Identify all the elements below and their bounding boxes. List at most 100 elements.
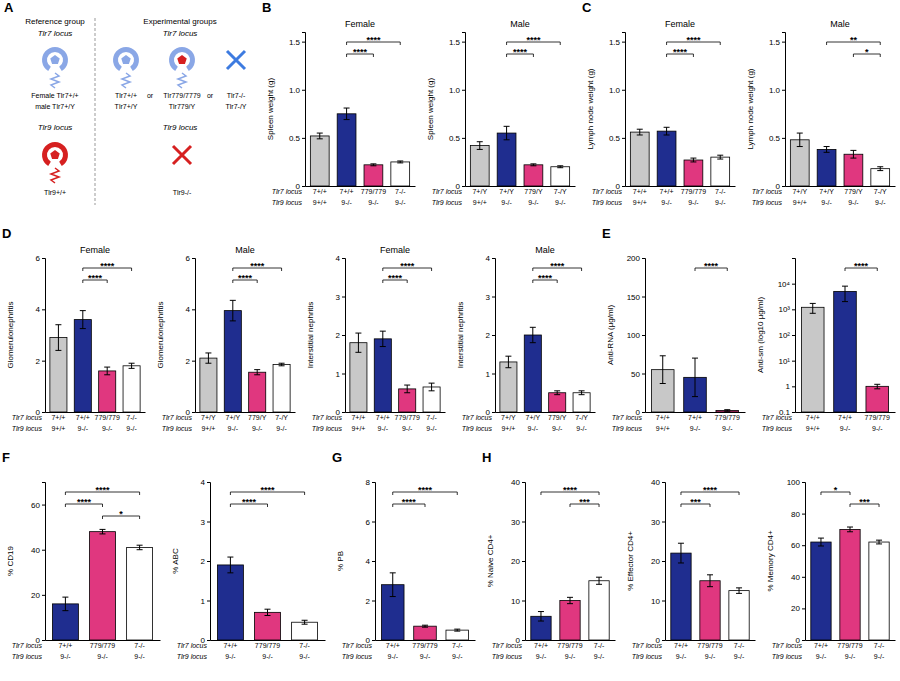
marks — [381, 573, 468, 640]
y-tick: 1 — [786, 382, 795, 391]
significance-label: * — [865, 47, 869, 57]
bar — [255, 612, 281, 640]
tick-label: 7+/+ — [376, 414, 390, 421]
x-tick: 9-/- — [262, 651, 273, 660]
y-tick: 2 — [366, 597, 375, 606]
error-bar — [579, 391, 585, 395]
chart: 0102030407+/+779/7797-/-9-/-9-/-9-/-Tlr7… — [486, 478, 616, 660]
x-axis: 7+/+779/7797-/- — [46, 640, 161, 649]
bar — [817, 149, 836, 186]
y-axis-line — [342, 259, 346, 413]
error-bar — [717, 155, 723, 159]
tick-label: 9-/- — [552, 425, 563, 432]
chart: 012347+/Y7+/Y779/Y7-/Y9+/+9-/-9-/-9-/-Tl… — [456, 245, 596, 432]
error-bar — [302, 620, 308, 624]
y-tick: 10¹ — [778, 357, 795, 366]
bar — [551, 167, 570, 186]
significance-label: **** — [402, 497, 417, 507]
y-axis-title: Glomerulonephritis — [156, 301, 165, 368]
error-bar — [380, 331, 386, 346]
row-label: Tlr9 locus — [752, 199, 783, 206]
x-axis-line — [346, 412, 446, 413]
y-tick: 30 — [511, 518, 525, 527]
x-tick: 9-/- — [420, 651, 431, 660]
x-tick: 7+/+ — [386, 640, 400, 649]
x-axis-row2: 9+/+9-/-9-/-9-/- — [793, 197, 886, 206]
y-tick: 0.5 — [609, 134, 625, 143]
tick-label: 9-/- — [536, 653, 547, 660]
significance-label: **** — [88, 273, 103, 283]
y-axis-line — [642, 259, 646, 413]
receptor-ring — [113, 47, 139, 71]
receptor-stem — [178, 73, 186, 88]
tick-label: 7-/- — [426, 414, 437, 421]
tick-mark — [302, 138, 305, 139]
y-axis: 01234 — [336, 254, 346, 417]
row-label: Tlr7 locus — [632, 642, 663, 649]
tick-mark — [342, 335, 345, 336]
tick-mark — [622, 138, 625, 139]
tick-label: 100 — [787, 478, 801, 487]
x-axis-line — [626, 186, 736, 187]
x-tick: 9+/+ — [633, 197, 647, 206]
x-axis: 7+/+779/7797-/- — [211, 640, 326, 649]
x-axis: 7+/+779/7797-/- — [376, 640, 476, 649]
row-label: Tlr9 locus — [772, 653, 803, 660]
panel-label: F — [2, 450, 10, 465]
tick-label: 7+/Y — [792, 188, 807, 195]
error-bar — [344, 108, 350, 120]
tick-label: 779/Y — [248, 414, 267, 421]
tick-label: 779/Y — [844, 188, 863, 195]
tick-mark — [42, 595, 45, 596]
tick-label: 9-/- — [845, 653, 856, 660]
bar — [524, 335, 541, 412]
x-tick: 7-/Y — [554, 186, 567, 195]
tick-mark — [642, 258, 645, 259]
tick-mark — [462, 138, 465, 139]
x-axis-line — [46, 412, 146, 413]
tick-label: 9-/- — [848, 199, 859, 206]
bar — [869, 542, 889, 640]
panel-label: H — [482, 450, 491, 465]
x-tick: 7-/- — [134, 640, 145, 649]
tick-mark — [492, 412, 495, 413]
tick-label: 7+/+ — [688, 414, 702, 421]
tick-mark — [492, 258, 495, 259]
bar — [589, 581, 609, 640]
tick-label: 9-/- — [821, 199, 832, 206]
tick-mark — [192, 361, 195, 362]
error-bar — [505, 356, 511, 368]
bar — [811, 542, 831, 640]
tick-label: 8 — [366, 478, 371, 487]
x-tick: 9-/- — [134, 651, 145, 660]
tick-label: 9+/+ — [473, 199, 487, 206]
ligand — [177, 55, 187, 64]
tick-label: 9-/- — [368, 199, 379, 206]
row-label: Tlr7 locus — [12, 642, 43, 649]
x-tick: 9-/- — [276, 423, 287, 432]
x-tick: 779/779 — [697, 640, 722, 649]
tick-label: 7+/+ — [660, 188, 674, 195]
x-axis-line — [196, 412, 296, 413]
bar — [74, 320, 91, 412]
x-tick: 7+/+ — [806, 412, 820, 421]
tick-mark — [522, 522, 525, 523]
receptor-ring — [42, 47, 68, 71]
y-axis-title: Interstitial nephritis — [306, 302, 315, 369]
x-tick: 7-/- — [299, 640, 310, 649]
tick-label: 1.0 — [769, 86, 781, 95]
tick-label: 7-/Y — [275, 414, 288, 421]
significance-label: **** — [238, 273, 253, 283]
x-tick: 7+/Y — [472, 186, 487, 195]
error-bar — [80, 311, 86, 329]
y-axis: 00.51.01.5 — [449, 33, 466, 192]
y-axis-title: Anti-sm (log10 μg/ml) — [756, 297, 765, 374]
group-title: Reference group — [25, 17, 85, 26]
y-axis-title: Lymph node weight (g) — [746, 68, 755, 149]
x-tick: 7+/+ — [814, 640, 828, 649]
x-tick: 7+/+ — [76, 412, 90, 421]
x-tick: 7+/+ — [313, 186, 327, 195]
x-axis-row2: 9+/+9-/-9-/-9-/- — [313, 197, 406, 206]
bar — [844, 154, 863, 186]
tick-mark — [792, 361, 795, 362]
